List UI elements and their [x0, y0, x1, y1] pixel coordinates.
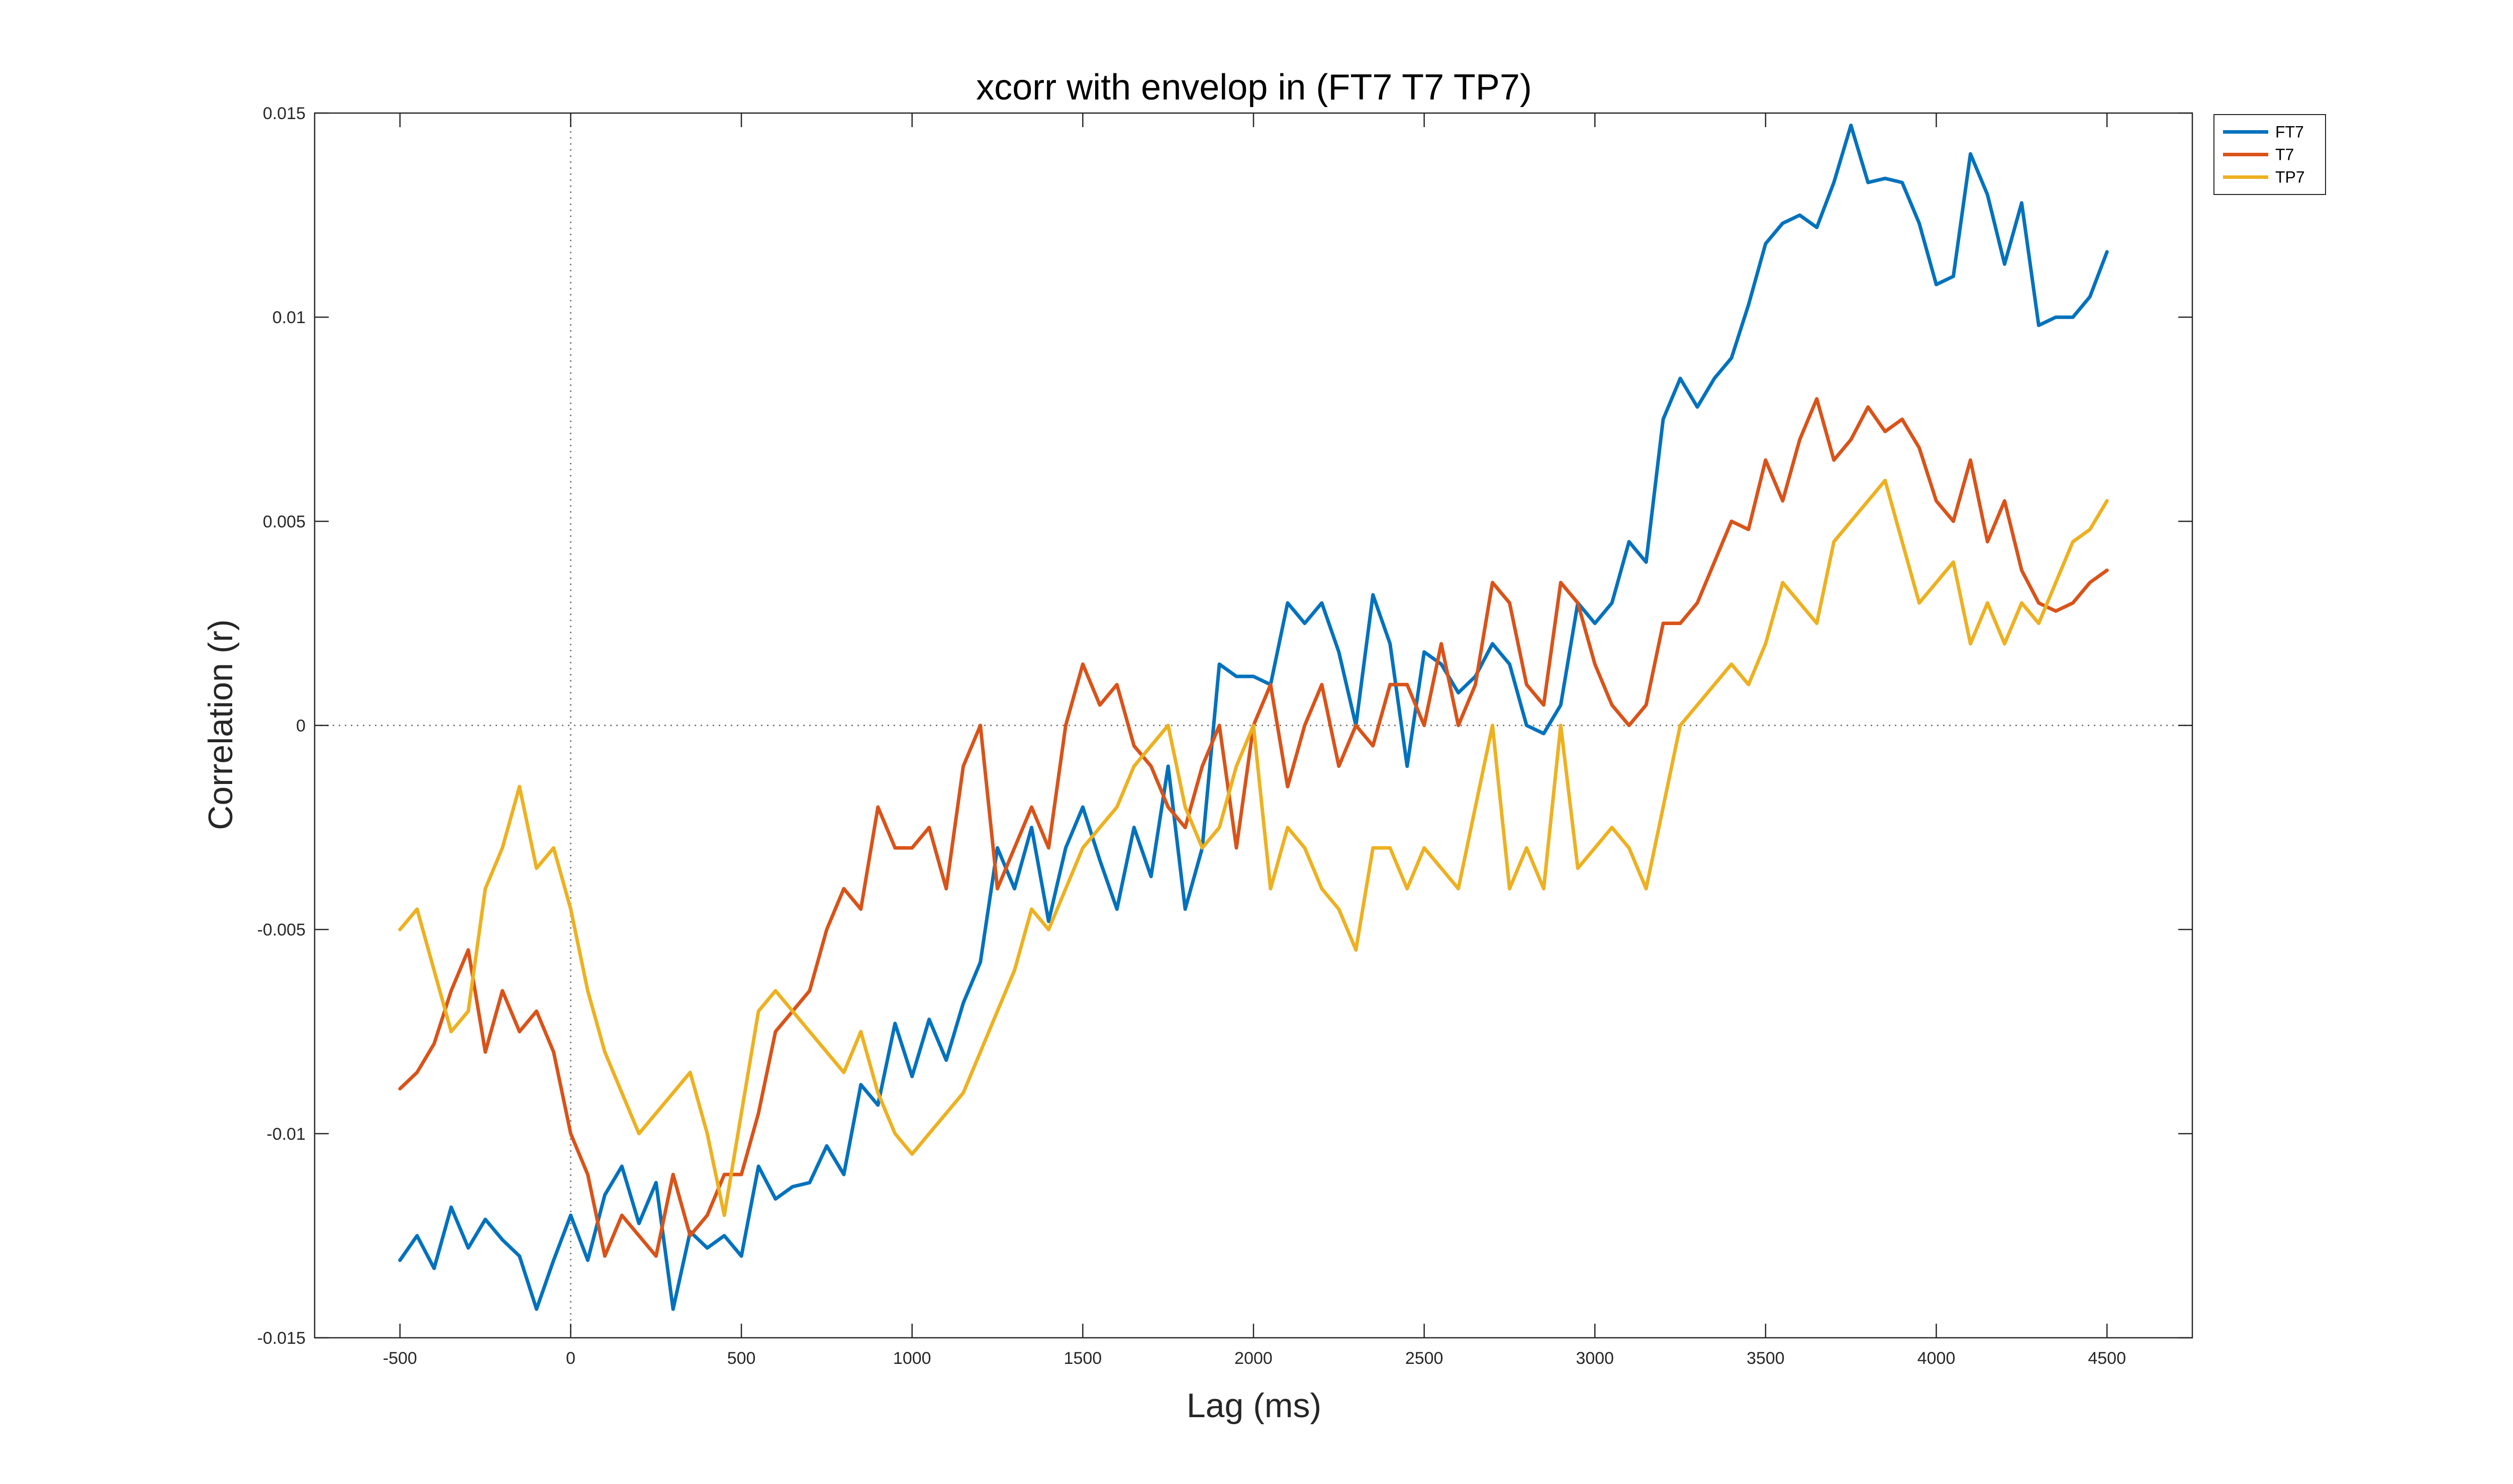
- y-tick-label: 0: [296, 717, 306, 736]
- x-tick-label: 1000: [893, 1349, 931, 1368]
- plot-area: -500 0 500 1000 1500 2000 2500 3000 3500 4000 4500…: [257, 104, 2193, 1368]
- x-tick-label: 2500: [1405, 1349, 1443, 1368]
- y-axis-title: Correlation (r): [202, 619, 240, 830]
- legend-label-t7: T7: [2275, 146, 2294, 164]
- x-axis-title: Lag (ms): [1187, 1387, 1321, 1425]
- x-tick-label: 4000: [1917, 1349, 1956, 1368]
- legend-label-tp7: TP7: [2275, 168, 2305, 186]
- x-tick-label: 1500: [1064, 1349, 1102, 1368]
- series-line-ft7: [398, 123, 2109, 1311]
- x-tick-label: 4500: [2088, 1349, 2126, 1368]
- y-tick-label: 0.015: [263, 104, 306, 123]
- x-tick-label: 3500: [1747, 1349, 1785, 1368]
- y-tick-label: 0.005: [263, 512, 306, 531]
- y-tick-label: -0.01: [267, 1125, 306, 1144]
- legend: FT7 T7 TP7: [2213, 114, 2326, 195]
- x-tick-label: 500: [727, 1349, 756, 1368]
- legend-label-ft7: FT7: [2275, 123, 2304, 141]
- x-tick-label: 0: [566, 1349, 575, 1368]
- y-tick-label: -0.005: [257, 921, 306, 940]
- x-tick-label: 3000: [1576, 1349, 1614, 1368]
- x-tick-label: -500: [383, 1349, 417, 1368]
- y-tick-label: 0.01: [272, 308, 306, 327]
- chart-title: xcorr with envelop in (FT7 T7 TP7): [976, 67, 1532, 108]
- series-line-tp7: [398, 478, 2109, 1217]
- y-tick-label: -0.015: [257, 1329, 306, 1348]
- x-tick-label: 2000: [1234, 1349, 1273, 1368]
